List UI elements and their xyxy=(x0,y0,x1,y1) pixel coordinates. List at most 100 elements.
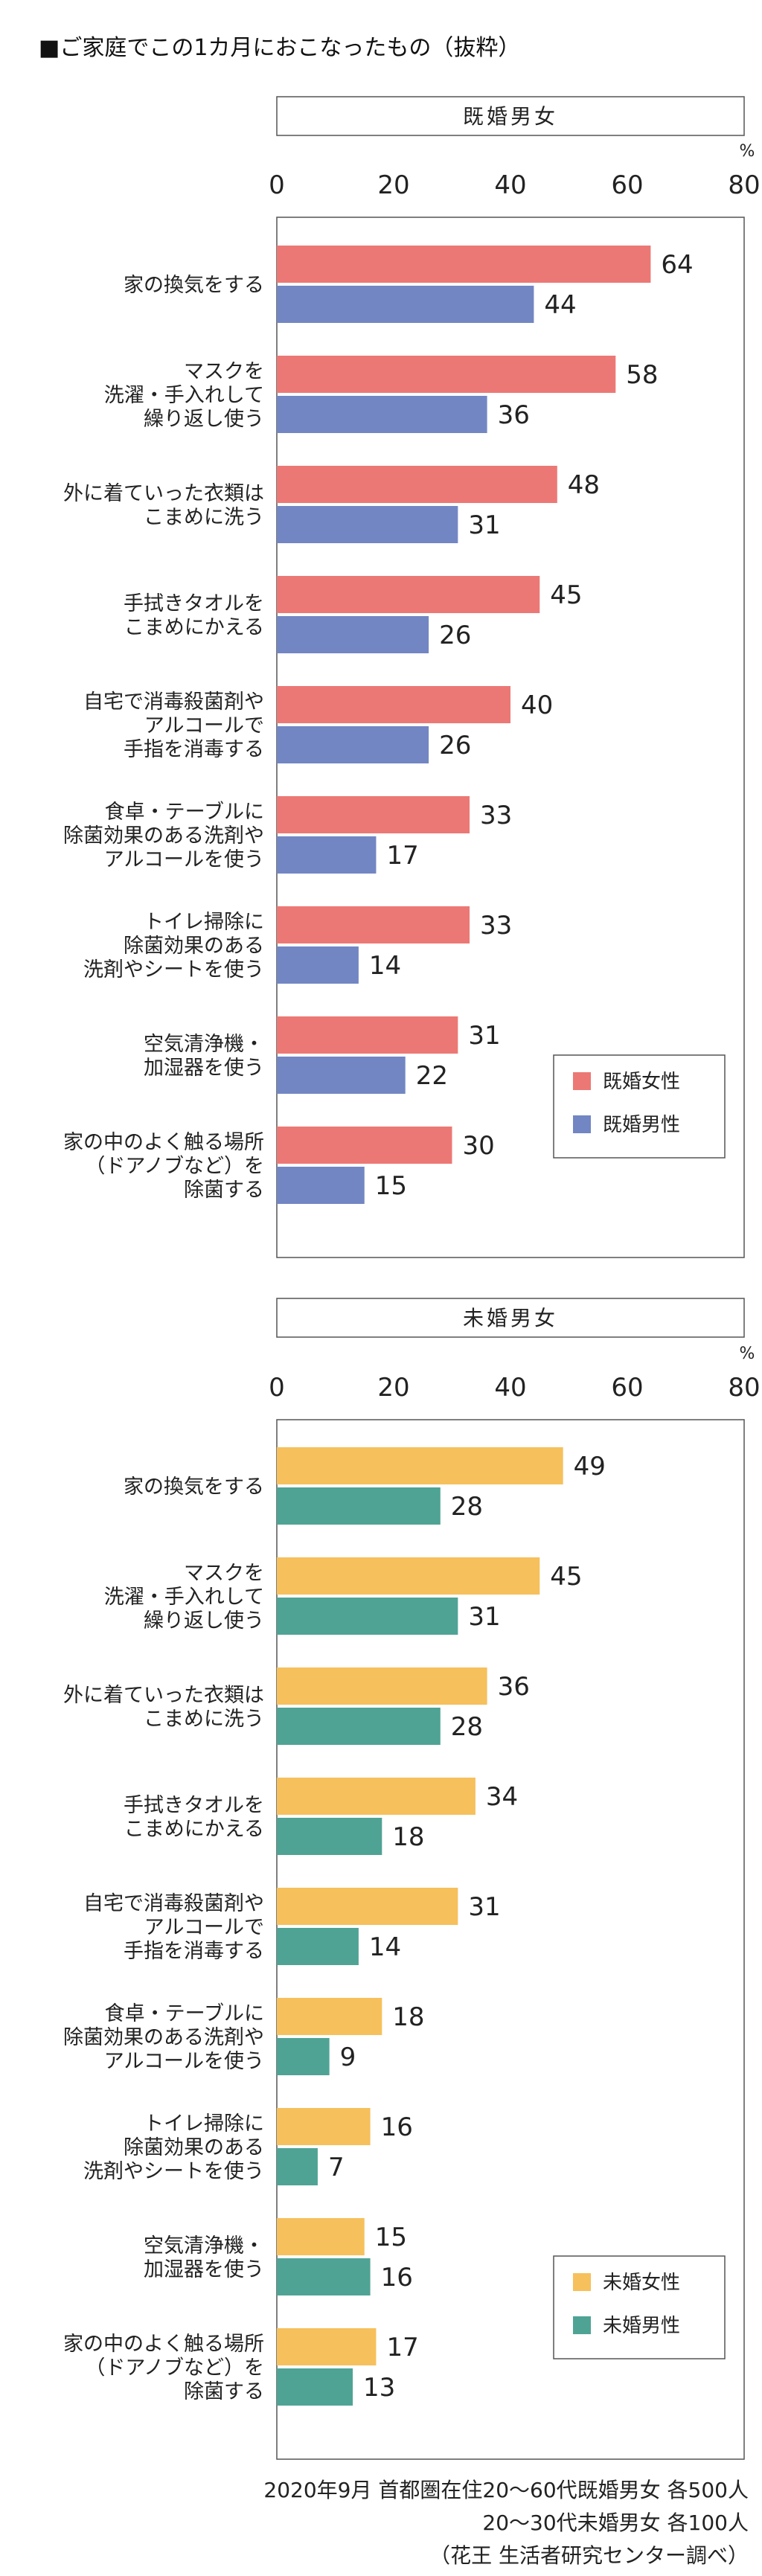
bar-male xyxy=(277,1818,382,1855)
data-label: 26 xyxy=(439,731,471,760)
category-label: 空気清浄機・ xyxy=(144,2234,264,2258)
x-tick-label: 60 xyxy=(611,1373,643,1403)
category-label: こまめにかえる xyxy=(124,1818,264,1841)
footnote-line: 2020年9月 首都圏在住20～60代既婚男女 各500人 xyxy=(263,2478,749,2502)
bar-male xyxy=(277,506,458,543)
x-tick-label: 40 xyxy=(494,1373,526,1403)
chart-panel-1: 既婚男女% 0 20 40 60 80 家の換気をする 64 44 マスクを洗濯・手入れして繰り返… xyxy=(63,96,761,1258)
bar-female xyxy=(277,576,540,613)
chart-title: ■ご家庭でこの1カ月におこなったもの（抜粋） xyxy=(39,35,520,61)
data-label: 22 xyxy=(416,1061,448,1091)
data-label: 45 xyxy=(550,1562,582,1592)
category-label: 加湿器を使う xyxy=(144,2258,264,2281)
bar-female xyxy=(277,2108,371,2145)
bar-female xyxy=(277,2328,377,2365)
x-tick-label: 80 xyxy=(728,1373,760,1403)
category-label: （ドアノブなど）を xyxy=(85,2356,264,2380)
bar-male xyxy=(277,1057,406,1094)
bar-female xyxy=(277,906,470,943)
category-label: 洗濯・手入れして xyxy=(104,1586,264,1609)
data-label: 18 xyxy=(392,1822,424,1852)
bar-female xyxy=(277,796,470,833)
category-label: 洗剤やシートを使う xyxy=(83,2160,264,2183)
data-label: 30 xyxy=(463,1131,495,1161)
x-tick-label: 0 xyxy=(269,170,285,200)
category-label: トイレ掃除に xyxy=(144,911,264,934)
category-label: （ドアノブなど）を xyxy=(85,1155,264,1178)
bar-female xyxy=(277,1127,452,1164)
category-label: 手指を消毒する xyxy=(124,738,264,761)
data-label: 64 xyxy=(661,250,693,280)
category-label: 外に着ていった衣類は xyxy=(63,482,264,505)
data-label: 17 xyxy=(386,2333,418,2362)
data-label: 31 xyxy=(468,510,500,540)
data-label: 16 xyxy=(381,2263,413,2293)
data-label: 48 xyxy=(568,470,600,500)
chart-panel-2: 未婚男女% 0 20 40 60 80 家の換気をする 49 28 マスクを洗濯・手入れして繰り返… xyxy=(63,1298,761,2460)
legend-label: 未婚男性 xyxy=(603,2315,680,2337)
bar-female xyxy=(277,1888,458,1925)
category-label: 家の中のよく触る場所 xyxy=(63,2333,264,2356)
data-label: 36 xyxy=(498,400,530,430)
category-label: 食卓・テーブルに xyxy=(105,2002,264,2025)
legend-swatch xyxy=(573,2316,591,2334)
data-label: 13 xyxy=(363,2373,395,2403)
category-label: 手指を消毒する xyxy=(124,1940,264,1963)
category-label: 除菌効果のある洗剤や xyxy=(63,2026,264,2049)
category-label: 繰り返し使う xyxy=(144,1609,264,1633)
bar-male xyxy=(277,2368,353,2406)
bar-female xyxy=(277,1016,458,1054)
bar-female xyxy=(277,1447,563,1484)
bar-male xyxy=(277,2148,318,2185)
panel-header-box xyxy=(276,1298,745,1338)
category-label: 繰り返し使う xyxy=(144,408,264,431)
data-label: 28 xyxy=(451,1492,483,1522)
data-label: 15 xyxy=(375,1171,407,1201)
data-label: 14 xyxy=(369,1932,401,1962)
x-tick-label: 20 xyxy=(377,170,409,200)
category-label: アルコールで xyxy=(144,1916,264,1939)
bar-male xyxy=(277,1928,359,1965)
legend-label: 未婚女性 xyxy=(603,2272,680,2294)
data-label: 40 xyxy=(521,691,553,720)
x-tick-label: 60 xyxy=(611,170,643,200)
data-label: 28 xyxy=(451,1712,483,1742)
bar-female xyxy=(277,1778,476,1815)
legend-swatch xyxy=(573,2273,591,2291)
data-label: 16 xyxy=(381,2112,413,2142)
x-tick-label: 80 xyxy=(728,170,760,200)
category-label: こまめにかえる xyxy=(124,616,264,639)
bar-female xyxy=(277,2218,365,2255)
category-label: マスクを xyxy=(184,360,264,383)
bar-female xyxy=(277,1667,487,1705)
category-label: トイレ掃除に xyxy=(144,2112,264,2136)
bar-female xyxy=(277,356,616,393)
data-label: 15 xyxy=(375,2223,407,2252)
data-label: 31 xyxy=(468,1892,500,1922)
legend-swatch xyxy=(573,1115,591,1133)
legend-label: 既婚男性 xyxy=(603,1114,680,1136)
x-tick-label: 40 xyxy=(494,170,526,200)
axis-unit: % xyxy=(740,1345,755,1363)
category-label: 家の換気をする xyxy=(124,274,264,297)
category-label: 自宅で消毒殺菌剤や xyxy=(83,1892,264,1915)
bar-male xyxy=(277,946,359,984)
bar-male xyxy=(277,1167,365,1204)
data-label: 33 xyxy=(480,801,512,830)
data-label: 14 xyxy=(369,951,401,981)
data-label: 34 xyxy=(486,1782,518,1812)
category-label: 除菌効果のある xyxy=(124,2136,264,2159)
axis-unit: % xyxy=(740,142,755,161)
x-tick-label: 0 xyxy=(269,1373,285,1403)
bar-female xyxy=(277,686,510,723)
category-label: アルコールを使う xyxy=(104,848,264,871)
data-label: 7 xyxy=(328,2153,345,2182)
category-label: マスクを xyxy=(184,1562,264,1585)
category-label: 除菌する xyxy=(184,2380,264,2403)
legend-swatch xyxy=(573,1072,591,1090)
footnote: 2020年9月 首都圏在住20～60代既婚男女 各500人 20～30代未婚男女 … xyxy=(263,2478,749,2568)
data-label: 18 xyxy=(392,2002,424,2032)
